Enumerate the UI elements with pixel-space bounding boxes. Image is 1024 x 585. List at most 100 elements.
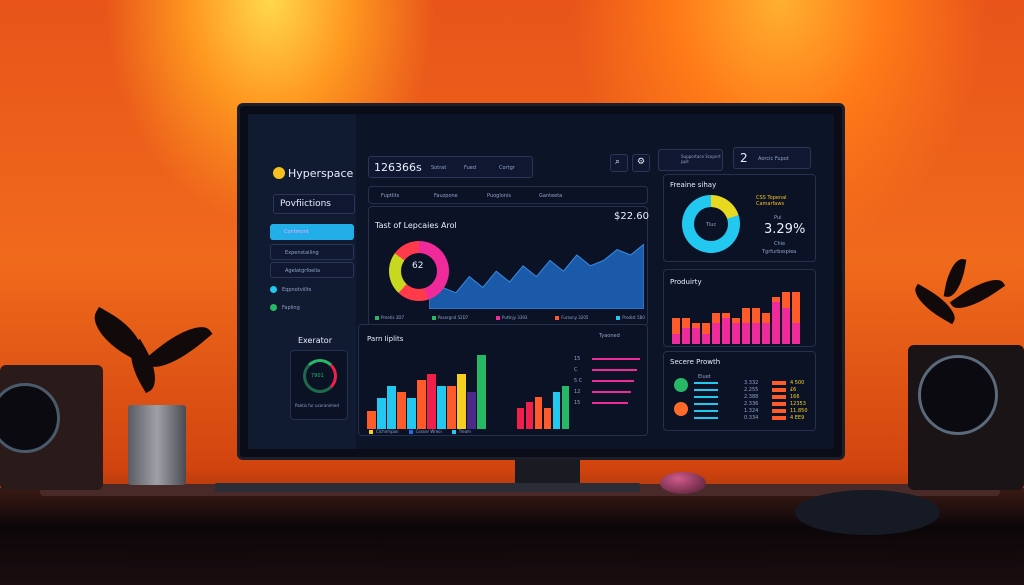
legend-swatch xyxy=(375,315,379,320)
legend-item: Chie xyxy=(774,241,786,247)
legend-item: Pui xyxy=(774,215,782,221)
gauge-value: 7901 xyxy=(311,373,324,379)
chart-legend: Preetis 3D7 Pasergnd 52D7 Puttnjy 3393 Fura… xyxy=(375,315,645,320)
bar xyxy=(562,386,569,429)
bar xyxy=(367,410,376,429)
bar-part xyxy=(672,333,680,344)
legend-item: Pasergnd 52D7 xyxy=(431,315,468,320)
counter: 126366s xyxy=(374,161,422,174)
notice-card-2[interactable]: 2 Aorcic Fupot xyxy=(733,147,811,169)
brand-name: Hyperspace xyxy=(288,167,354,180)
stacked-bars xyxy=(672,292,802,344)
row-bar xyxy=(592,358,640,360)
value-left: 2.388 xyxy=(744,394,759,400)
legend-item: Prodist 5B0 xyxy=(616,315,645,320)
share-panel: Freaine sihay Tiuc CSS Topenal Camarfaws… xyxy=(663,174,816,262)
logo-icon xyxy=(273,167,285,179)
row-bar xyxy=(694,417,718,419)
sidebar-link[interactable]: Fapling xyxy=(282,305,300,311)
list-item: 12 xyxy=(574,388,644,396)
value-right: £6 xyxy=(790,387,797,393)
tab[interactable]: Fuptlits xyxy=(381,193,400,199)
legend-swatch xyxy=(408,429,413,434)
sidebar-item-0[interactable]: Contmont xyxy=(270,224,354,240)
legend-label: Prodist 5B0 xyxy=(622,315,645,320)
sidebar: Hyperspace Povfiictions Contmont Expenst… xyxy=(248,114,356,449)
badge-icon xyxy=(674,402,688,416)
growth-panel: Secere Prowth Eiuet 3.332 4 500 2.255 £6 2.3… xyxy=(663,351,816,431)
row-label: 15 xyxy=(574,356,581,362)
sidebar-item-1[interactable]: Expenstailing xyxy=(270,244,354,260)
legend-label: Furasny 3205 xyxy=(561,315,589,320)
value-left: 1.324 xyxy=(744,408,759,414)
plant-icon xyxy=(674,378,688,392)
bar xyxy=(535,397,542,429)
chart-value: $22.60 xyxy=(614,211,649,222)
sidebar-link[interactable]: Eqpnotviilts xyxy=(282,287,312,293)
bar-part xyxy=(722,318,730,344)
value-left: 2.255 xyxy=(744,387,759,393)
bar xyxy=(447,385,456,429)
section-button[interactable]: Povfiictions xyxy=(273,194,355,214)
bar-part xyxy=(702,333,710,344)
notice-card[interactable]: Supportace Scopnrt ppit xyxy=(658,149,723,171)
legend-label: Cosser Wreoi xyxy=(415,429,442,434)
right-speaker xyxy=(908,345,1024,490)
legend-swatch xyxy=(451,429,456,434)
share-value: 3.29% xyxy=(764,222,806,237)
monitor: Hyperspace Povfiictions Contmont Expenst… xyxy=(237,103,845,460)
donut-chart: 62 xyxy=(389,241,449,301)
chart-title: Tast of Lepcaies Arol xyxy=(375,221,457,230)
legend-item: Tream xyxy=(451,429,471,434)
keyboard[interactable] xyxy=(215,483,640,492)
bar-part xyxy=(762,323,770,344)
list-item: C xyxy=(574,366,644,374)
row-bar xyxy=(772,402,786,406)
row-label: 12 xyxy=(574,389,581,395)
bar-part xyxy=(732,323,740,344)
value-right: 166 xyxy=(790,394,800,400)
tab-bar: Fuptlits Fauzpone Puoglonis Ganteeta xyxy=(368,186,648,204)
bar-part xyxy=(712,323,720,344)
sidebar-item-label: Contmont xyxy=(284,229,309,235)
notice-number: 2 xyxy=(740,151,748,165)
search-button[interactable]: Sotrat xyxy=(431,165,447,171)
donut-value: 62 xyxy=(412,261,424,271)
bar-part xyxy=(682,328,690,344)
row-label: C xyxy=(574,367,578,373)
filter-dropdown[interactable]: Fued xyxy=(464,165,477,171)
bar xyxy=(417,379,426,429)
left-speaker xyxy=(0,365,103,490)
tab[interactable]: Fauzpone xyxy=(434,193,458,199)
value-right: 11.850 xyxy=(790,408,808,414)
list-item: 3.332 4 500 xyxy=(694,380,814,386)
bar-total xyxy=(792,292,800,344)
settings-icon[interactable]: ⚙ xyxy=(632,154,650,172)
legend-swatch xyxy=(616,315,621,320)
legend-item: Furasny 3205 xyxy=(555,315,588,320)
sidebar-item-2[interactable]: Agelatgrfoelia xyxy=(270,262,354,278)
legend-item: Tgrfurbsspiea xyxy=(762,249,797,255)
value-right: 4 EE9 xyxy=(790,415,805,421)
tab[interactable]: Puoglonis xyxy=(487,193,511,199)
area-chart xyxy=(429,243,644,309)
mouse[interactable] xyxy=(660,472,706,494)
dashboard: Hyperspace Povfiictions Contmont Expenst… xyxy=(248,114,834,449)
value-left: 2.336 xyxy=(744,401,759,407)
row-bar xyxy=(772,416,786,420)
value-left: 0.334 xyxy=(744,415,759,421)
bar-part xyxy=(742,323,750,344)
search-icon[interactable]: ⌕ xyxy=(610,154,628,172)
legend-swatch xyxy=(496,315,500,320)
row-bar xyxy=(772,381,786,385)
tab[interactable]: Ganteeta xyxy=(539,193,563,199)
row-bar xyxy=(772,395,786,399)
bar xyxy=(377,398,386,429)
bar xyxy=(387,385,396,429)
bar xyxy=(526,402,533,429)
list-item: 15 xyxy=(574,399,644,407)
left-plant xyxy=(85,306,218,410)
category-dropdown[interactable]: Cortgr xyxy=(499,165,515,171)
right-plant xyxy=(900,256,1015,345)
bar xyxy=(553,391,560,429)
